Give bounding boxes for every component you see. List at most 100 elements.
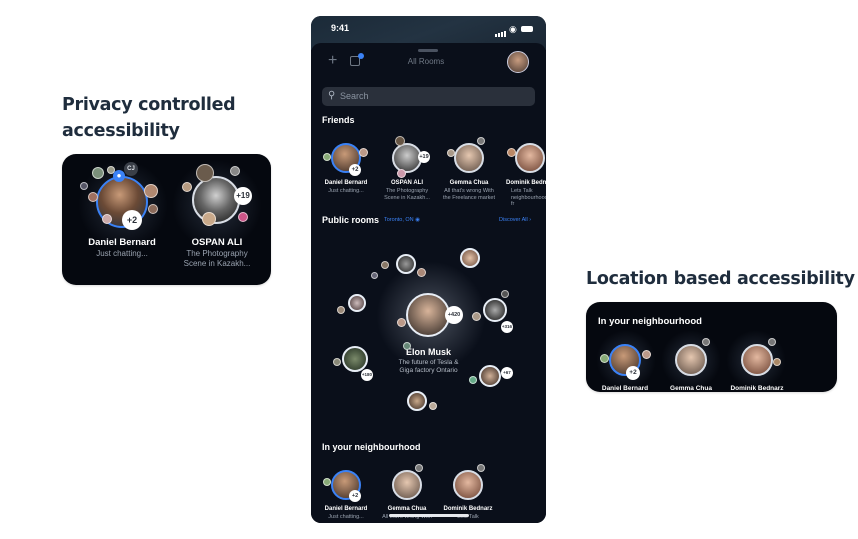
location-chip[interactable]: Toronto, ON ◉ <box>384 217 420 223</box>
initials-badge: CJ <box>124 162 138 176</box>
privacy-heading-line2: accessibility <box>62 121 180 141</box>
friend-subtitle-line1: The Photography <box>385 188 429 194</box>
profile-avatar[interactable] <box>507 51 529 73</box>
lock-icon: ● <box>113 170 125 182</box>
avatar <box>501 290 509 298</box>
room-bubble[interactable] <box>407 391 427 411</box>
participant-count: +67 <box>501 367 513 379</box>
avatar <box>192 176 240 224</box>
search-icon: ⚲ <box>328 90 336 101</box>
avatar <box>702 338 710 346</box>
friend-subtitle-line2: Scene in Kazakh... <box>384 194 430 201</box>
avatar <box>403 342 411 350</box>
avatar <box>417 268 426 277</box>
avatar <box>600 354 609 363</box>
avatar <box>230 166 240 176</box>
participant-count: +2 <box>349 164 361 176</box>
drag-handle[interactable] <box>418 49 438 52</box>
person-name: Dominik Bednarz <box>730 385 784 392</box>
avatar <box>182 182 192 192</box>
room-subtitle-line2: Scene in Kazakh... <box>183 258 251 268</box>
signal-icon <box>495 25 506 37</box>
room-bubble[interactable] <box>348 294 366 312</box>
avatar <box>80 182 88 190</box>
friend-subtitle-line2: the Freelance market <box>443 194 495 201</box>
search-input[interactable]: ⚲ Search <box>322 87 535 106</box>
phone-screen: 9:41 ◉ + All Rooms ⚲ Search Friends +2 D… <box>311 16 546 523</box>
notification-dot <box>358 53 364 59</box>
avatar <box>447 149 455 157</box>
avatar <box>397 318 406 327</box>
avatar <box>429 402 437 410</box>
participant-count: +316 <box>501 321 513 333</box>
room-name: Daniel Bernard <box>88 237 156 248</box>
avatar <box>238 212 248 222</box>
add-icon[interactable]: + <box>328 52 338 69</box>
participant-count: +2 <box>626 366 640 380</box>
discover-all-label: Discover All <box>499 217 528 223</box>
avatar <box>92 167 104 179</box>
avatar <box>331 470 361 500</box>
featured-subtitle-line2: Giga factory Ontario <box>399 366 458 374</box>
avatar <box>507 148 516 157</box>
avatar <box>768 338 776 346</box>
room-subtitle: Just chatting... <box>96 249 148 258</box>
avatar <box>675 344 707 376</box>
avatar <box>323 153 331 161</box>
friend-name: Daniel Bernard <box>324 180 368 186</box>
friend-subtitle: The Photography Scene in Kazakh... <box>377 188 437 201</box>
avatar <box>371 272 378 279</box>
friend-name: OSPAN ALI <box>390 180 423 186</box>
avatar <box>477 464 485 472</box>
avatar <box>148 204 158 214</box>
friend-subtitle-line1: Lets Talk <box>511 188 533 194</box>
featured-subtitle: The future of Tesla & Giga factory Ontar… <box>381 359 476 375</box>
avatar <box>196 164 214 182</box>
room-subtitle: The Photography Scene in Kazakh... <box>172 249 262 268</box>
card-title: In your neighbourhood <box>598 316 702 327</box>
avatar <box>395 136 405 146</box>
avatar <box>415 464 423 472</box>
friend-subtitle: Just chatting... <box>328 188 364 194</box>
wifi-icon: ◉ <box>509 24 517 34</box>
battery-icon <box>521 26 533 32</box>
avatar <box>453 470 483 500</box>
location-pin-icon: ◉ <box>415 217 420 223</box>
neighbour-subtitle: Just chatting... <box>328 514 364 520</box>
avatar <box>392 143 422 173</box>
avatar <box>88 192 98 202</box>
friend-subtitle: All that's wrong With the Freelance mark… <box>435 188 503 201</box>
avatar <box>477 137 485 145</box>
home-indicator <box>389 514 469 517</box>
featured-name: Elon Musk <box>405 347 451 357</box>
avatar <box>397 169 406 178</box>
avatar <box>202 212 216 226</box>
neighbour-name: Dominik Bednarz <box>443 506 493 512</box>
room-bubble[interactable] <box>460 248 480 268</box>
friend-name: Dominik Bedn <box>506 180 546 186</box>
participant-count: +180 <box>361 369 373 381</box>
avatar <box>454 143 484 173</box>
privacy-heading: Privacy controlled accessibility <box>62 92 236 144</box>
participant-count: +19 <box>418 151 430 163</box>
friend-name: Gemma Chua <box>449 180 489 186</box>
person-name: Daniel Bernard <box>601 385 649 392</box>
location-card: In your neighbourhood +2 Daniel Bernard … <box>586 302 837 392</box>
room-bubble[interactable] <box>479 365 501 387</box>
room-bubble[interactable] <box>342 346 368 372</box>
avatar <box>469 376 477 384</box>
public-rooms-title: Public rooms <box>322 215 380 225</box>
avatar <box>144 184 158 198</box>
avatar <box>102 214 112 224</box>
room-bubble[interactable] <box>396 254 416 274</box>
discover-all-link[interactable]: Discover All › <box>499 217 531 223</box>
neighbour-name: Gemma Chua <box>387 506 427 512</box>
featured-subtitle-line1: The future of Tesla & <box>398 359 459 366</box>
rooms-sheet <box>311 43 546 523</box>
room-bubble[interactable] <box>483 298 507 322</box>
chevron-right-icon: › <box>529 217 532 223</box>
search-placeholder: Search <box>340 91 369 101</box>
neighbour-name: Daniel Bernard <box>324 506 368 512</box>
inbox-icon[interactable] <box>350 56 360 66</box>
avatar <box>741 344 773 376</box>
